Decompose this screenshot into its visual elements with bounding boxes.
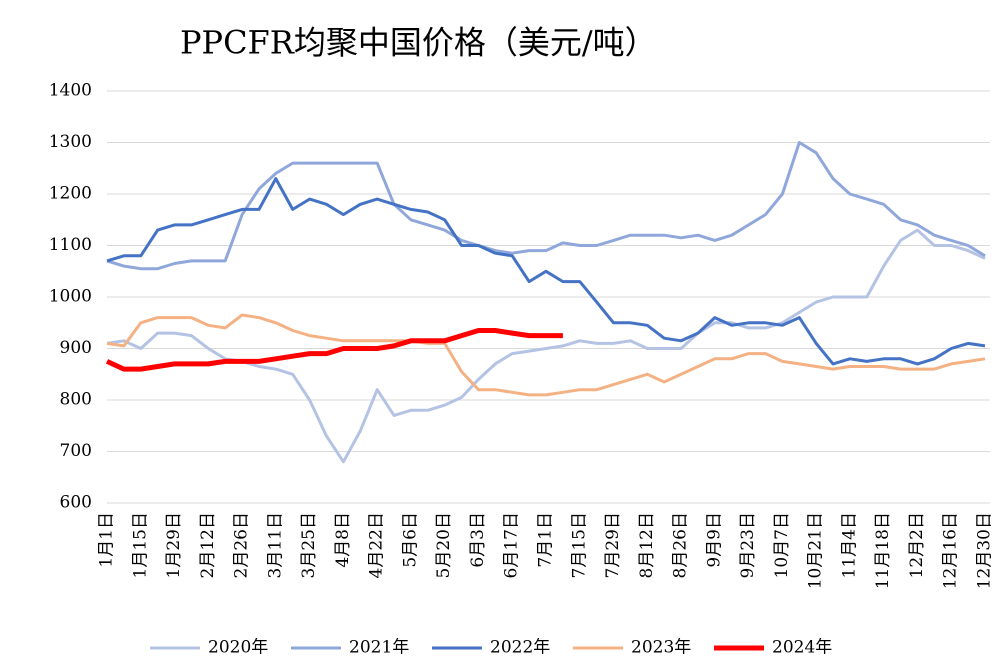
legend-label: 2020年 (208, 638, 268, 658)
x-tick-label: 9月23日 (738, 512, 758, 578)
x-tick-label: 10月21日 (806, 512, 826, 589)
legend-label: 2023年 (631, 638, 691, 658)
x-tick-label: 3月11日 (265, 512, 285, 578)
x-tick-label: 7月1日 (536, 512, 556, 568)
x-tick-label: 1月29日 (164, 512, 184, 578)
y-tick-label: 600 (60, 493, 92, 513)
x-tick-label: 2月26日 (232, 512, 252, 578)
series-line (106, 141, 986, 271)
x-tick-label: 6月3日 (468, 512, 488, 568)
x-tick-label: 7月29日 (603, 512, 623, 578)
y-tick-label: 1300 (49, 132, 92, 152)
x-tick-label: 12月30日 (975, 512, 992, 589)
series-line (105, 328, 563, 372)
x-tick-label: 1月1日 (97, 512, 117, 568)
legend-label: 2024年 (772, 638, 832, 658)
series-line (106, 177, 986, 366)
x-tick-label: 2月12日 (198, 512, 218, 578)
x-tick-label: 3月25日 (299, 512, 319, 578)
y-tick-label: 900 (60, 338, 92, 358)
x-tick-label: 10月7日 (772, 512, 792, 578)
x-tick-label: 11月18日 (873, 512, 893, 589)
x-tick-label: 12月2日 (907, 512, 927, 578)
x-tick-label: 4月8日 (333, 512, 353, 568)
y-tick-label: 700 (60, 441, 92, 461)
y-tick-label: 1200 (49, 184, 92, 204)
y-tick-label: 800 (60, 390, 92, 410)
x-tick-label: 11月4日 (839, 512, 859, 578)
x-tick-label: 5月20日 (434, 512, 454, 578)
x-tick-label: 5月6日 (400, 512, 420, 568)
y-tick-label: 1100 (49, 235, 92, 255)
x-tick-label: 8月26日 (671, 512, 691, 578)
x-tick-label: 9月9日 (704, 512, 724, 568)
x-tick-label: 4月22日 (367, 512, 387, 578)
series-line (106, 313, 986, 397)
x-tick-label: 8月12日 (637, 512, 657, 578)
y-tick-label: 1000 (49, 287, 92, 307)
y-tick-label: 1400 (49, 81, 92, 101)
series-line (106, 228, 986, 464)
x-tick-label: 12月16日 (941, 512, 961, 589)
x-tick-label: 6月17日 (502, 512, 522, 578)
x-tick-label: 7月15日 (569, 512, 589, 578)
legend-label: 2022年 (490, 638, 550, 658)
legend-label: 2021年 (349, 638, 409, 658)
x-tick-label: 1月15日 (130, 512, 150, 578)
chart-title: PPCFR均聚中国价格（美元/吨） (180, 24, 657, 62)
